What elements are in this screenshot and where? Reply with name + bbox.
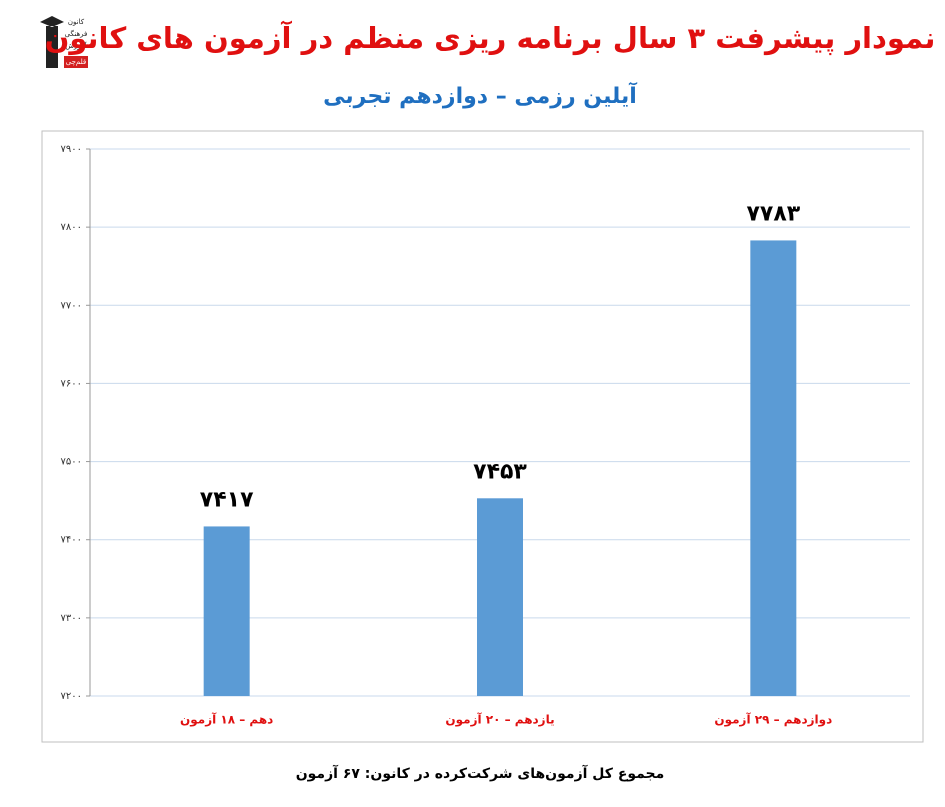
- logo-text: آموزش: [65, 41, 87, 50]
- footnote: مجموع کل آزمون‌های شرکت‌کرده در کانون: ۶…: [296, 764, 665, 782]
- logo-text: کانون: [68, 18, 85, 26]
- logo-figure: [40, 16, 64, 68]
- y-tick-label: ۷۶۰۰: [61, 378, 82, 389]
- y-tick-label: ۷۹۰۰: [61, 144, 82, 155]
- bar: [477, 498, 523, 696]
- logo-text: قلم‌چی: [66, 58, 86, 66]
- data-label: ۷۴۱۷: [200, 487, 254, 512]
- y-tick-label: ۷۳۰۰: [61, 613, 82, 624]
- y-tick-label: ۷۷۰۰: [61, 300, 82, 311]
- x-tick-label: دوازدهم – ۲۹ آزمون: [714, 712, 832, 728]
- bar: [203, 526, 250, 696]
- bar: [750, 240, 797, 697]
- y-tick-label: ۷۵۰۰: [61, 457, 82, 468]
- chart-subtitle: آیلین رزمی – دوازدهم تجربی: [323, 81, 637, 109]
- chart-frame: [41, 130, 924, 743]
- x-tick-label: دهم – ۱۸ آزمون: [180, 712, 273, 728]
- data-label: ۷۴۵۳: [473, 459, 527, 484]
- y-tick-label: ۷۴۰۰: [61, 535, 82, 546]
- chart-title: نمودار پیشرفت ۳ سال برنامه ریزی منظم در …: [45, 20, 936, 56]
- y-tick-label: ۷۸۰۰: [61, 222, 82, 233]
- x-tick-label: یازدهم – ۲۰ آزمون: [445, 712, 554, 728]
- y-tick-label: ۷۲۰۰: [61, 691, 82, 702]
- data-label: ۷۷۸۳: [746, 201, 800, 226]
- logo-text: فرهنگی: [65, 29, 88, 38]
- logo-badge: [64, 56, 88, 68]
- logo: کانون فرهنگی آموزش قلم‌چی: [35, 15, 88, 72]
